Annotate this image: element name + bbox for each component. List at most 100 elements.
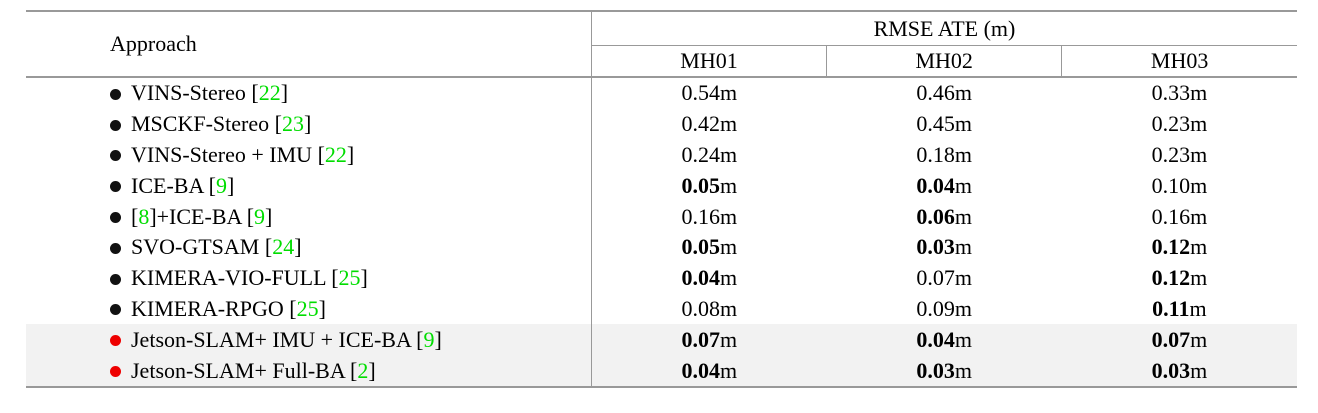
value-bold-part: 0.05 xyxy=(681,172,720,198)
value-bold-part: 0.04 xyxy=(681,357,720,383)
value-regular-part: 0.45m xyxy=(916,111,972,137)
citation-link[interactable]: 25 xyxy=(338,265,361,291)
citation-link[interactable]: 22 xyxy=(324,141,347,167)
approach-cell: VINS-Stereo + IMU [22] xyxy=(26,140,591,171)
approach-name: Jetson-SLAM+ Full-BA xyxy=(131,357,345,383)
value-regular-part: 0.46m xyxy=(916,80,972,106)
value-regular-part: 0.33m xyxy=(1151,80,1208,106)
value-regular-part: 0.10m xyxy=(1151,172,1208,198)
approach-name: ICE-BA xyxy=(131,172,204,198)
value-cell-mh01: 0.04m xyxy=(590,262,827,294)
value-cell-mh02: 0.07m xyxy=(827,263,1062,294)
black-dot-icon xyxy=(110,212,121,224)
value-cell-mh02: 0.45m xyxy=(827,109,1062,140)
value-regular-part: m xyxy=(954,357,972,383)
value-bold-part: 0.05 xyxy=(681,234,720,260)
approach-name: MSCKF-Stereo xyxy=(131,111,270,137)
approach-cell: ICE-BA [9] xyxy=(26,170,591,201)
value-cell-mh02: 0.03m xyxy=(826,355,1062,388)
value-regular-part: m xyxy=(719,357,738,383)
citation-link[interactable]: 25 xyxy=(296,295,319,321)
value-cell-mh02: 0.04m xyxy=(827,170,1062,201)
value-cell-mh03: 0.10m xyxy=(1062,170,1297,201)
approach-cell: SVO-GTSAM [24] xyxy=(26,232,591,263)
table-row: KIMERA-RPGO [25] 0.08m 0.09m 0.11m xyxy=(26,293,1297,325)
rmse-ate-table: Approach RMSE ATE (m) MH01 MH02 MH03 VIN… xyxy=(26,10,1297,388)
value-bold-part: 0.07 xyxy=(1151,326,1191,352)
approach-cell: MSCKF-Stereo [23] xyxy=(26,109,591,140)
value-bold-part: 0.06 xyxy=(916,203,955,229)
approach-cell: KIMERA-VIO-FULL [25] xyxy=(26,263,591,294)
citation-link[interactable]: 22 xyxy=(258,80,281,106)
approach-prefix: [ xyxy=(131,203,139,229)
value-cell-mh03: 0.23m xyxy=(1062,109,1297,140)
value-cell-mh01: 0.05m xyxy=(590,231,827,263)
value-cell-mh01: 0.54m xyxy=(590,76,827,109)
value-cell-mh03: 0.12m xyxy=(1062,263,1297,294)
citation-link[interactable]: 9 xyxy=(423,326,435,352)
approach-name: VINS-Stereo + IMU xyxy=(131,141,313,167)
citation-link[interactable]: 24 xyxy=(272,234,295,260)
table-row: [8]+ICE-BA [9] 0.16m 0.06m 0.16m xyxy=(26,201,1297,232)
value-cell-mh03: 0.23m xyxy=(1062,140,1297,171)
table-row: Jetson-SLAM+ IMU + ICE-BA [9] 0.07m 0.04m 0… xyxy=(26,324,1297,356)
value-cell-mh01: 0.08m xyxy=(590,293,827,325)
approach-cell: VINS-Stereo [22] xyxy=(26,76,592,109)
black-dot-icon xyxy=(110,242,121,254)
red-dot-icon xyxy=(110,366,121,378)
value-regular-part: 0.23m xyxy=(1151,141,1208,167)
value-regular-part: m xyxy=(954,172,972,198)
approach-name: SVO-GTSAM xyxy=(131,234,260,260)
value-cell-mh02: 0.04m xyxy=(826,324,1062,356)
value-cell-mh01: 0.16m xyxy=(590,201,827,232)
value-regular-part: m xyxy=(719,326,738,352)
value-bold-part: 0.12 xyxy=(1151,234,1191,260)
value-cell-mh03: 0.12m xyxy=(1062,232,1297,263)
rmse-ate-group-header: RMSE ATE (m) xyxy=(590,10,1297,46)
value-regular-part: m xyxy=(954,234,972,260)
value-regular-part: 0.23m xyxy=(1151,111,1208,137)
column-header-mh03: MH03 xyxy=(1061,45,1297,77)
header-row-columns: MH01 MH02 MH03 xyxy=(26,45,1297,77)
citation-link[interactable]: 2 xyxy=(357,357,369,383)
black-dot-icon xyxy=(110,119,121,131)
value-cell-mh02: 0.18m xyxy=(827,140,1062,171)
citation-link[interactable]: 23 xyxy=(281,111,304,137)
value-regular-part: m xyxy=(954,203,972,229)
approach-cell: [8]+ICE-BA [9] xyxy=(26,201,591,232)
table-row: MSCKF-Stereo [23] 0.42m 0.45m 0.23m xyxy=(26,108,1297,140)
value-regular-part: m xyxy=(719,234,738,260)
value-cell-mh02: 0.46m xyxy=(826,76,1062,109)
value-cell-mh03: 0.07m xyxy=(1061,324,1297,356)
value-cell-mh01: 0.04m xyxy=(590,355,827,388)
table-row: SVO-GTSAM [24] 0.05m 0.03m 0.12m xyxy=(26,231,1297,263)
value-regular-part: m xyxy=(719,265,738,291)
value-regular-part: 0.24m xyxy=(681,141,738,167)
value-regular-part: 0.54m xyxy=(681,80,738,106)
value-cell-mh03: 0.16m xyxy=(1062,201,1297,232)
value-cell-mh01: 0.24m xyxy=(590,139,827,171)
value-regular-part: 0.18m xyxy=(916,141,972,167)
value-regular-part: m xyxy=(954,326,972,352)
results-table-container: Approach RMSE ATE (m) MH01 MH02 MH03 VIN… xyxy=(26,10,1297,388)
value-regular-part: m xyxy=(719,172,738,198)
value-cell-mh01: 0.05m xyxy=(590,170,827,202)
value-cell-mh01: 0.42m xyxy=(590,108,827,140)
approach-cell: Jetson-SLAM+ IMU + ICE-BA [9] xyxy=(26,324,592,356)
citation-link[interactable]: 9 xyxy=(215,172,227,198)
citation-link[interactable]: 8 xyxy=(138,203,150,229)
value-cell-mh03: 0.03m xyxy=(1061,355,1297,388)
red-dot-icon xyxy=(110,335,121,347)
value-regular-part: 0.08m xyxy=(681,295,738,321)
approach-name: Jetson-SLAM+ IMU + ICE-BA xyxy=(131,326,411,352)
value-cell-mh03: 0.33m xyxy=(1061,76,1297,109)
black-dot-icon xyxy=(110,88,121,100)
value-cell-mh02: 0.06m xyxy=(827,201,1062,232)
value-bold-part: 0.11 xyxy=(1152,295,1190,321)
table-body: VINS-Stereo [22] 0.54m 0.46m 0.33m MSCKF-Ste… xyxy=(26,76,1297,388)
approach-name: KIMERA-VIO-FULL xyxy=(131,265,326,291)
table-row: VINS-Stereo [22] 0.54m 0.46m 0.33m xyxy=(26,76,1297,109)
value-regular-part: m xyxy=(1189,295,1207,321)
black-dot-icon xyxy=(110,273,121,285)
citation-link[interactable]: 9 xyxy=(254,203,266,229)
